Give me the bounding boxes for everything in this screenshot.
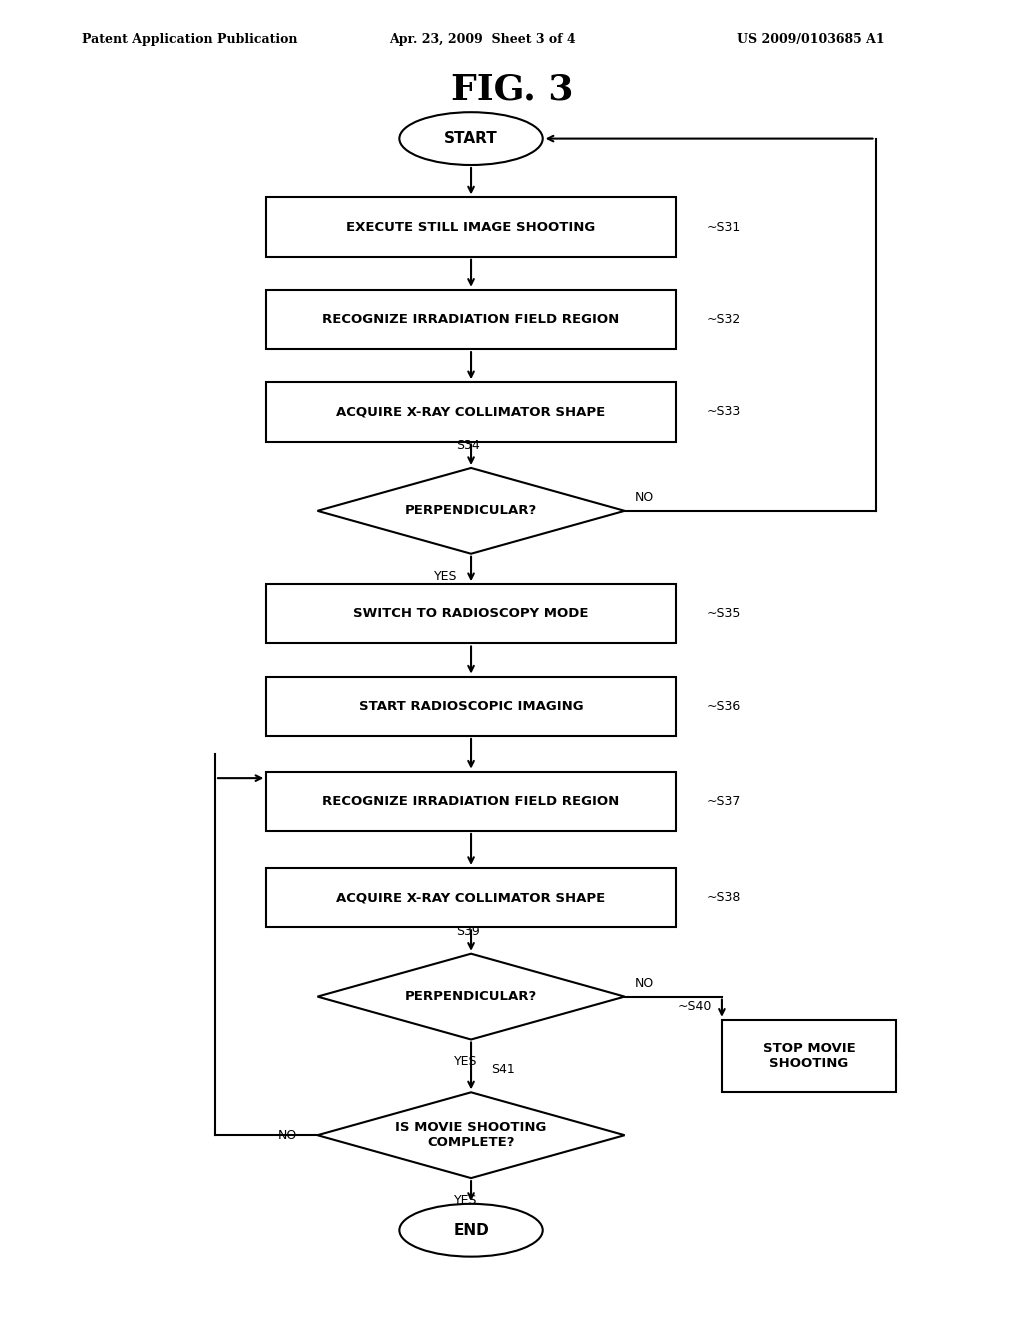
Text: IS MOVIE SHOOTING
COMPLETE?: IS MOVIE SHOOTING COMPLETE? [395, 1121, 547, 1150]
Text: START: START [444, 131, 498, 147]
Polygon shape [317, 953, 625, 1040]
Text: Patent Application Publication: Patent Application Publication [82, 33, 297, 46]
Text: EXECUTE STILL IMAGE SHOOTING: EXECUTE STILL IMAGE SHOOTING [346, 220, 596, 234]
Text: PERPENDICULAR?: PERPENDICULAR? [404, 990, 538, 1003]
Ellipse shape [399, 112, 543, 165]
Bar [722, 1019, 896, 1093]
Bar [266, 197, 676, 256]
Text: YES: YES [455, 1193, 477, 1206]
Text: NO: NO [635, 977, 654, 990]
Text: RECOGNIZE IRRADIATION FIELD REGION: RECOGNIZE IRRADIATION FIELD REGION [323, 313, 620, 326]
Polygon shape [317, 469, 625, 554]
Text: S34: S34 [456, 440, 479, 451]
Text: NO: NO [278, 1129, 297, 1142]
Text: ACQUIRE X-RAY COLLIMATOR SHAPE: ACQUIRE X-RAY COLLIMATOR SHAPE [337, 405, 605, 418]
Text: S39: S39 [456, 925, 479, 937]
Bar [266, 583, 676, 643]
Text: RECOGNIZE IRRADIATION FIELD REGION: RECOGNIZE IRRADIATION FIELD REGION [323, 795, 620, 808]
Text: PERPENDICULAR?: PERPENDICULAR? [404, 504, 538, 517]
Text: YES: YES [434, 570, 457, 582]
Text: ~S35: ~S35 [707, 607, 741, 620]
Text: ACQUIRE X-RAY COLLIMATOR SHAPE: ACQUIRE X-RAY COLLIMATOR SHAPE [337, 891, 605, 904]
Ellipse shape [399, 1204, 543, 1257]
Bar [266, 869, 676, 927]
Text: ~S32: ~S32 [707, 313, 740, 326]
Text: ~S33: ~S33 [707, 405, 740, 418]
Text: END: END [454, 1222, 488, 1238]
Text: ~S37: ~S37 [707, 795, 741, 808]
Polygon shape [317, 1093, 625, 1177]
Text: SWITCH TO RADIOSCOPY MODE: SWITCH TO RADIOSCOPY MODE [353, 607, 589, 620]
Bar [266, 771, 676, 832]
Text: ~S31: ~S31 [707, 220, 740, 234]
Text: ~S38: ~S38 [707, 891, 741, 904]
Text: S41: S41 [492, 1064, 515, 1077]
Bar [266, 383, 676, 441]
Bar [266, 676, 676, 737]
Text: NO: NO [635, 491, 654, 504]
Text: STOP MOVIE
SHOOTING: STOP MOVIE SHOOTING [763, 1041, 855, 1071]
Text: START RADIOSCOPIC IMAGING: START RADIOSCOPIC IMAGING [358, 700, 584, 713]
Text: FIG. 3: FIG. 3 [451, 73, 573, 107]
Text: Apr. 23, 2009  Sheet 3 of 4: Apr. 23, 2009 Sheet 3 of 4 [389, 33, 575, 46]
Text: ~S36: ~S36 [707, 700, 740, 713]
Text: ~S40: ~S40 [677, 1001, 712, 1014]
Text: US 2009/0103685 A1: US 2009/0103685 A1 [737, 33, 885, 46]
Text: YES: YES [455, 1056, 477, 1068]
Bar [266, 290, 676, 348]
